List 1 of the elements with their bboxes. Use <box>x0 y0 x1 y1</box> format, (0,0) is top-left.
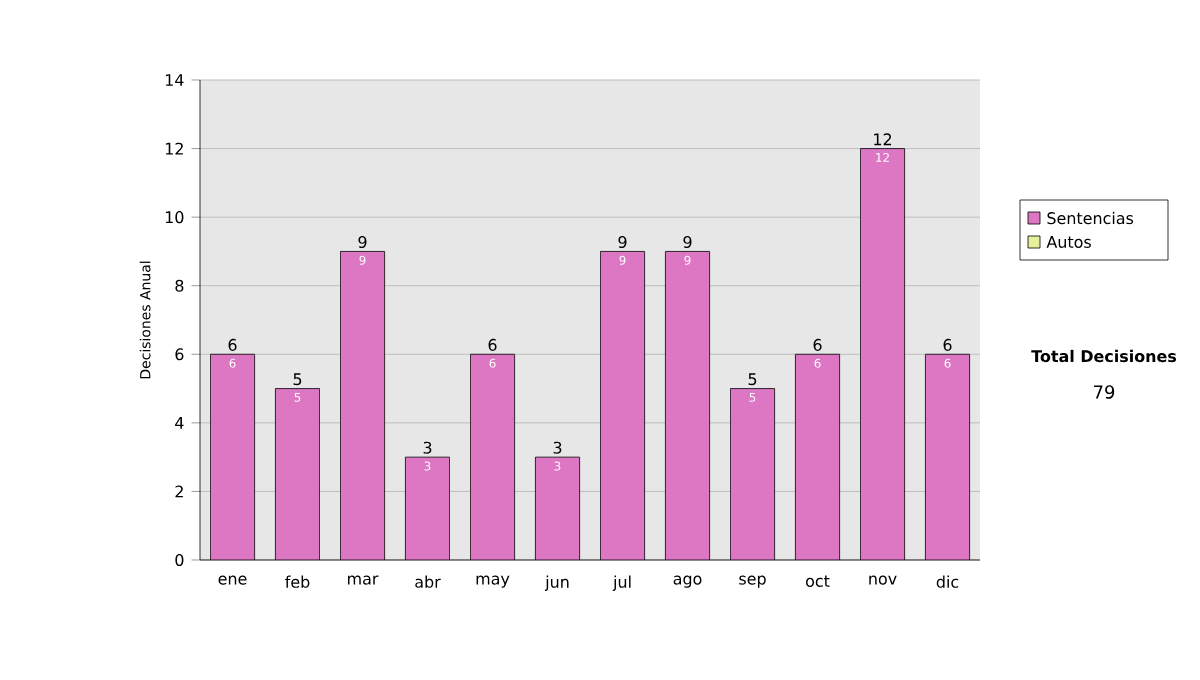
text: 79 <box>1094 385 1115 399</box>
